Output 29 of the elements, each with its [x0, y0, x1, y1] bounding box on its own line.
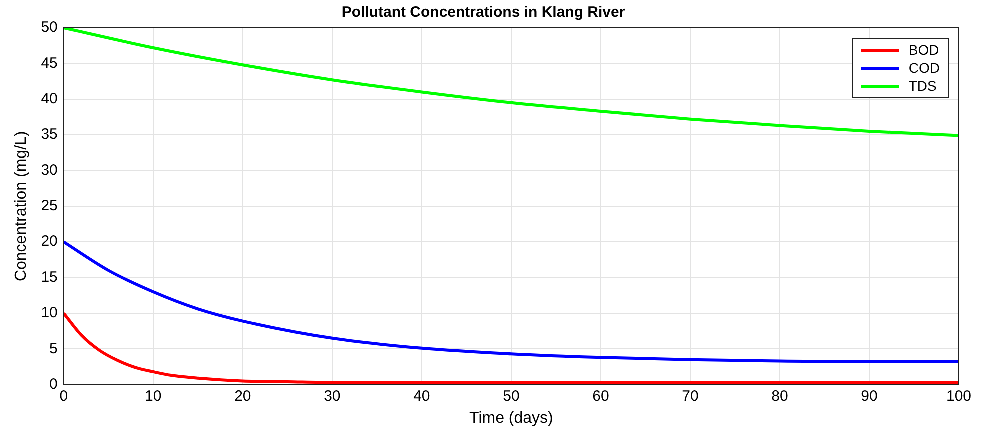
x-tick-label: 20	[234, 388, 252, 405]
y-tick-label: 10	[41, 304, 58, 322]
legend-label: BOD	[908, 42, 940, 58]
y-tick-label: 5	[50, 340, 58, 358]
x-tick-label: 100	[946, 388, 972, 405]
legend-label: COD	[908, 60, 940, 76]
x-tick-label: 80	[772, 388, 788, 405]
x-tick-label: 90	[861, 388, 878, 405]
x-tick-label: 60	[592, 388, 610, 405]
y-tick-label: 30	[41, 162, 58, 179]
y-tick-label: 35	[41, 126, 58, 144]
y-tick-label: 20	[41, 233, 58, 250]
chart-title: Pollutant Concentrations in Klang River	[342, 4, 626, 22]
x-tick-label: 10	[145, 388, 162, 405]
y-tick-label: 0	[50, 376, 58, 393]
y-tick-label: 45	[41, 54, 58, 72]
y-tick-label: 40	[41, 90, 58, 108]
x-tick-label: 50	[503, 388, 520, 405]
x-tick-label: 30	[324, 388, 341, 405]
y-axis-title: Concentration (mg/L)	[13, 131, 30, 282]
line-series	[64, 240, 959, 364]
x-axis-title: Time (days)	[470, 410, 554, 427]
y-tick-label: 15	[41, 268, 58, 286]
y-tick-label: 50	[41, 19, 58, 36]
x-tick-label: 70	[682, 388, 699, 405]
x-tick-label: 40	[414, 388, 430, 405]
line-series	[64, 28, 959, 138]
legend-label: TDS	[908, 78, 937, 94]
y-tick-label: 25	[41, 198, 58, 215]
